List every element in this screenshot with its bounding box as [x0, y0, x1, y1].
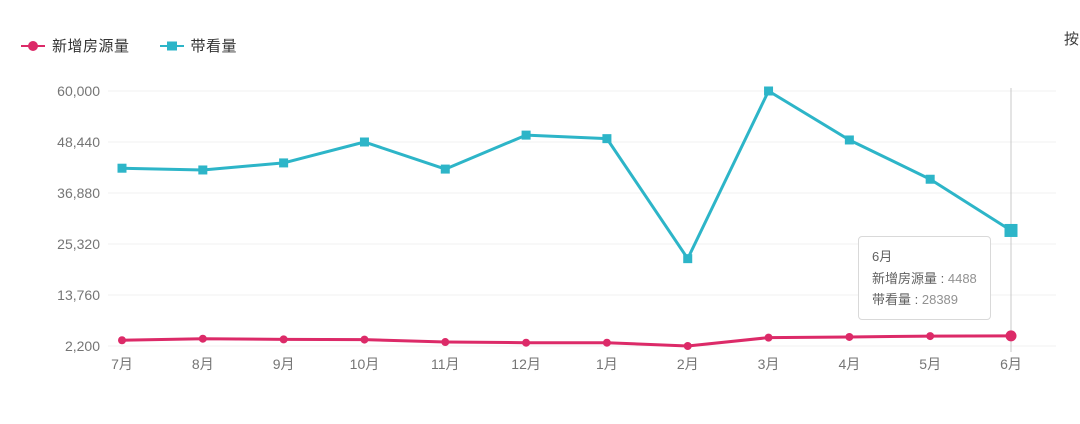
point-viewings[interactable]	[359, 137, 369, 147]
point-new-listings[interactable]	[441, 338, 450, 347]
legend: 新增房源量 带看量	[21, 35, 237, 56]
tooltip-separator: :	[937, 271, 948, 286]
tooltip-title: 6月	[872, 249, 893, 264]
point-viewings[interactable]	[279, 158, 289, 168]
point-viewings[interactable]	[602, 134, 612, 144]
tooltip-row-value: 4488	[947, 271, 977, 286]
y-axis-label: 13,760	[57, 287, 100, 303]
point-new-listings[interactable]	[1005, 330, 1017, 342]
legend-item-new-listings[interactable]: 新增房源量	[21, 35, 130, 56]
tooltip-row-label: 新增房源量	[872, 271, 938, 286]
tooltip-row-viewings: 带看量 : 28389	[872, 289, 977, 310]
point-viewings[interactable]	[844, 135, 854, 145]
point-new-listings[interactable]	[118, 336, 126, 345]
legend-line-circle-icon	[21, 40, 45, 51]
point-new-listings[interactable]	[198, 334, 207, 343]
point-new-listings[interactable]	[602, 338, 611, 347]
x-axis-label: 9月	[273, 356, 295, 372]
legend-item-viewings[interactable]: 带看量	[159, 35, 238, 56]
y-axis-label: 48,440	[57, 134, 100, 150]
x-axis-label: 8月	[192, 356, 214, 372]
point-new-listings[interactable]	[764, 333, 773, 342]
tooltip-row-new-listings: 新增房源量 : 4488	[872, 268, 977, 289]
point-viewings[interactable]	[117, 163, 127, 173]
y-axis-label: 25,320	[57, 236, 100, 252]
point-viewings[interactable]	[198, 165, 208, 175]
point-new-listings[interactable]	[926, 332, 935, 341]
legend-label-new-listings: 新增房源量	[52, 38, 130, 55]
x-axis-label: 12月	[511, 356, 541, 372]
legend-label-viewings: 带看量	[190, 38, 238, 55]
x-axis-label: 7月	[111, 356, 133, 372]
x-axis-label: 5月	[919, 356, 941, 372]
point-viewings[interactable]	[521, 130, 531, 140]
point-viewings[interactable]	[440, 164, 450, 174]
point-viewings[interactable]	[764, 86, 774, 96]
x-axis-label: 11月	[431, 356, 460, 372]
x-axis-label: 6月	[1000, 356, 1022, 372]
corner-partial-control[interactable]: 按	[1064, 31, 1080, 48]
tooltip-row-label: 带看量	[872, 292, 912, 307]
x-axis-label: 4月	[838, 356, 860, 372]
legend-line-square-icon	[159, 41, 184, 50]
point-viewings[interactable]	[683, 254, 693, 264]
point-new-listings[interactable]	[683, 342, 692, 350]
tooltip-separator: :	[911, 292, 922, 307]
x-axis-label: 1月	[596, 356, 618, 372]
point-viewings[interactable]	[1004, 223, 1018, 237]
x-axis-label: 2月	[677, 356, 699, 372]
x-axis-label: 3月	[758, 356, 780, 372]
series-line-new-listings	[120, 334, 1013, 348]
point-new-listings[interactable]	[522, 338, 531, 347]
y-axis-label: 60,000	[57, 83, 100, 99]
y-axis-label: 36,880	[57, 185, 100, 201]
x-axis-label: 10月	[350, 356, 380, 372]
y-axis-label: 2,200	[65, 338, 100, 354]
series-line-viewings	[120, 89, 1013, 261]
point-new-listings[interactable]	[360, 335, 369, 344]
tooltip: 6月 新增房源量 : 4488 带看量 : 28389	[858, 236, 991, 320]
point-viewings[interactable]	[925, 174, 935, 184]
point-new-listings[interactable]	[279, 335, 288, 344]
tooltip-row-value: 28389	[921, 292, 959, 307]
point-new-listings[interactable]	[845, 332, 854, 341]
